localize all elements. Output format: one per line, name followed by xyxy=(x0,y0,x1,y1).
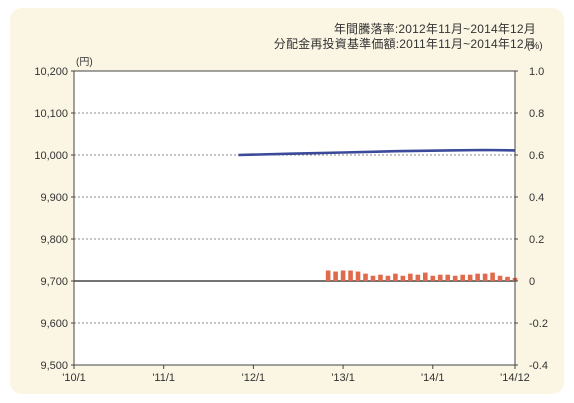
return-bar xyxy=(482,273,488,281)
return-bar xyxy=(400,275,406,281)
left-axis-tick-label: 9,800 xyxy=(40,234,68,246)
right-axis-tick-label: 1.0 xyxy=(529,66,544,78)
return-bar xyxy=(393,273,398,281)
x-axis-tick-label: '10/1 xyxy=(62,372,86,384)
return-bar xyxy=(385,275,391,281)
return-bar xyxy=(490,272,495,281)
right-axis-tick-label: 0.6 xyxy=(529,150,544,162)
return-bar xyxy=(370,275,376,281)
return-bar xyxy=(460,274,465,281)
return-bar xyxy=(505,276,510,281)
right-axis-tick-label: 0.4 xyxy=(529,192,544,204)
plot-area xyxy=(74,71,515,365)
return-bar xyxy=(340,270,346,281)
plot-frame xyxy=(73,70,516,366)
left-axis-tick-label: 9,900 xyxy=(40,192,68,204)
return-bar xyxy=(363,273,368,281)
return-bar xyxy=(437,274,443,281)
right-axis-tick-label: 0 xyxy=(529,276,535,288)
right-axis-tick-label: 0.8 xyxy=(529,108,544,120)
return-bar xyxy=(497,275,503,281)
reinvested-nav-period-label: 分配金再投資基準価額:2011年11月~2014年12月 xyxy=(273,37,536,51)
x-axis-tick-label: '14/1 xyxy=(421,372,445,384)
return-bar xyxy=(333,271,338,281)
right-axis-tick-label: -0.2 xyxy=(529,318,548,330)
left-axis-tick-label: 10,200 xyxy=(34,66,68,78)
x-axis-tick-label: '12/1 xyxy=(242,372,266,384)
right-axis-tick-label: 0.2 xyxy=(529,234,544,246)
return-bar xyxy=(325,270,331,281)
return-bar xyxy=(467,274,473,281)
left-axis-tick-label: 10,100 xyxy=(34,108,68,120)
return-bar xyxy=(452,275,458,281)
return-bar xyxy=(378,274,383,281)
nav-line xyxy=(238,148,516,157)
x-axis-tick-label: '13/1 xyxy=(331,372,355,384)
return-bar xyxy=(408,273,413,281)
right-axis-tick-label: -0.4 xyxy=(529,360,548,372)
left-axis-tick-label: 9,700 xyxy=(40,276,68,288)
left-axis-unit: (円) xyxy=(76,57,93,68)
x-axis-tick-label: '11/1 xyxy=(152,372,175,384)
return-bar xyxy=(475,273,480,281)
left-axis-tick-label: 9,500 xyxy=(40,360,68,372)
x-axis-tick-label: '14/12 xyxy=(500,372,530,384)
annual-return-period-label: 年間騰落率:2012年11月~2014年12月 xyxy=(333,22,536,36)
return-bar xyxy=(415,274,421,281)
return-bar xyxy=(423,272,428,281)
return-bar xyxy=(355,271,361,281)
right-axis-unit: (%) xyxy=(527,41,543,52)
return-bar xyxy=(348,270,353,281)
left-axis-tick-label: 10,000 xyxy=(34,150,68,162)
return-bar xyxy=(430,275,436,281)
left-axis-tick-label: 9,600 xyxy=(40,318,68,330)
return-bar xyxy=(445,274,451,281)
